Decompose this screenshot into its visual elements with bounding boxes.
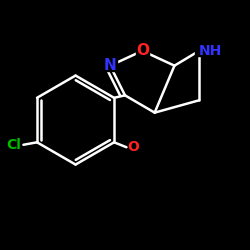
Text: O: O bbox=[136, 43, 149, 58]
Bar bbox=[103, 60, 117, 71]
Text: NH: NH bbox=[199, 44, 222, 58]
Text: N: N bbox=[104, 58, 117, 73]
Text: Cl: Cl bbox=[6, 138, 21, 152]
Bar bbox=[196, 45, 215, 56]
Bar bbox=[136, 45, 149, 56]
Text: O: O bbox=[128, 140, 140, 154]
